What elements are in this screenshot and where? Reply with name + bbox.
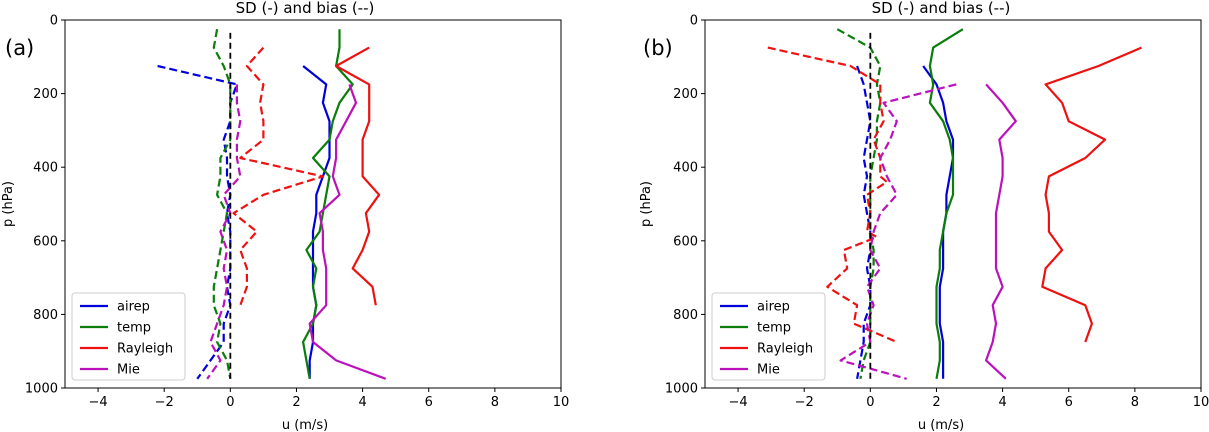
y-tick-label: 1000 [665,382,698,397]
x-tick-label: 8 [491,395,499,410]
x-tick-label: 10 [1193,395,1209,410]
x-tick-label: −2 [795,395,814,410]
series-line-rayleigh-solid [335,46,381,306]
legend-entry-airep: airep [757,300,790,315]
chart-title: SD (-) and bias (--) [872,0,1011,17]
series-line-mie-dashed [206,84,242,380]
series-line-mie-solid [308,84,387,380]
x-tick-label: −4 [88,395,107,410]
x-tick-label: 4 [998,395,1006,410]
x-tick-label: 2 [292,395,300,410]
series-line-mie-dashed [839,83,957,380]
plot-area: −4 −2 0 2 4 6 8 10 0 200 400 600 800 1000 airep temp Ray… [25,14,569,411]
y-tick-label: 600 [33,234,58,249]
panel-b: (b) SD (-) and bias (--) u (m/s) p (hPa)… [639,0,1209,432]
y-tick-label: 800 [673,308,698,323]
plot-frame [64,19,562,389]
chart-title: SD (-) and bias (--) [236,0,375,17]
panel-a: (a) SD (-) and bias (--) u (m/s) p (hPa)… [1,0,569,432]
x-tick-label: 10 [553,395,570,410]
y-tick-label: 200 [33,87,58,102]
y-tick-label: 1000 [25,382,58,397]
x-tick-label: 2 [932,395,940,410]
panel-label: (a) [5,36,34,60]
series-line-rayleigh-dashed [767,46,898,344]
legend-box [711,292,826,381]
y-tick-label: 800 [33,308,58,323]
x-tick-label: 8 [1131,395,1139,410]
legend-entry-temp: temp [757,321,791,336]
y-axis-label: p (hPa) [639,181,654,227]
y-tick-label: 200 [673,87,698,102]
y-tick-label: 400 [33,161,58,176]
series-line-rayleigh-solid [1041,46,1142,343]
series-line-mie-solid [984,83,1017,380]
y-axis-label: p (hPa) [1,181,16,227]
series-line-airep-solid [302,65,331,379]
legend-entry-airep: airep [117,300,150,315]
series-line-rayleigh-dashed [232,46,324,306]
plot-frame [704,19,1202,389]
series-line-temp-solid [928,28,964,379]
y-tick-label: 400 [673,161,698,176]
legend-entry-mie: Mie [757,363,780,378]
x-tick-label: −4 [728,395,747,410]
legend-box [71,292,186,381]
x-tick-label: 6 [425,395,433,410]
legend-entry-mie: Mie [117,363,140,378]
x-tick-label: 6 [1065,395,1073,410]
x-tick-label: 4 [358,395,366,410]
series-group [157,29,387,380]
x-tick-label: 0 [226,395,234,410]
y-tick-label: 0 [50,14,58,29]
x-axis-label: u (m/s) [282,418,328,432]
y-tick-label: 600 [673,234,698,249]
series-line-airep-dashed [157,64,238,380]
legend-entry-rayleigh: Rayleigh [117,342,173,357]
series-group [767,28,1142,380]
y-tick-label: 0 [690,14,698,29]
panel-label: (b) [643,36,673,60]
legend-entry-temp: temp [117,321,151,336]
x-tick-label: −2 [155,395,174,410]
x-axis-label: u (m/s) [918,418,964,432]
legend-entry-rayleigh: Rayleigh [757,342,813,357]
x-tick-label: 0 [866,395,874,410]
plot-area: −4 −2 0 2 4 6 8 10 0 200 400 600 800 1000 airep temp Ray… [665,14,1209,411]
